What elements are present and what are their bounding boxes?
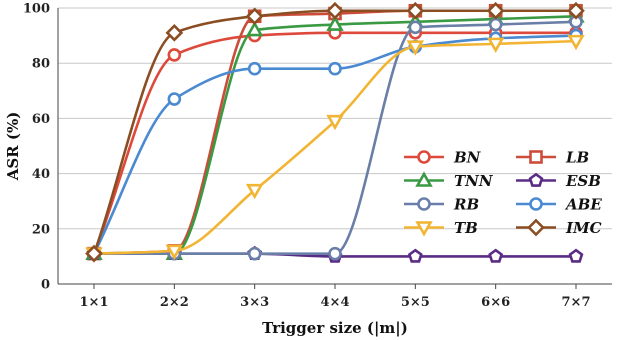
series-rb [87,14,583,261]
legend-label: TNN [454,172,494,190]
legend-label: RB [453,196,479,214]
data-point-imc [486,1,505,20]
data-point-tnn [326,15,344,31]
legend-marker [415,221,433,237]
y-tick-label: 40 [32,167,50,182]
x-axis-title: Trigger size (|m|) [262,319,408,337]
legend-label: LB [565,149,589,167]
data-point-imc [326,1,344,20]
legend-item-imc: IMC [516,218,602,237]
legend-label: ABE [564,196,602,214]
data-point-tb [406,40,425,56]
legend-item-tnn: TNN [404,171,494,190]
data-point-tb [165,244,184,261]
series-line-imc [92,9,576,255]
legend: BN LB TNN ESB RB ABE TB IMC [404,149,602,237]
data-point-tnn [245,20,264,37]
legend-marker [417,197,431,211]
legend-item-abe: ABE [516,196,602,214]
data-point-tb [567,34,585,51]
data-point-rb [488,17,503,32]
data-point-imc [567,1,585,20]
y-axis-ticks: 0 20 40 60 80 100 [23,2,50,293]
legend-marker [529,197,543,211]
x-tick-label: 3×3 [240,295,269,310]
data-point-rb [247,246,262,261]
legend-label: IMC [565,219,602,237]
series-line-tnn [94,14,577,255]
data-point-rb [328,246,342,261]
series-imc [85,1,585,263]
x-tick-label: 4×4 [321,295,350,310]
y-tick-label: 100 [23,2,50,17]
series-group [85,1,585,263]
legend-label: ESB [565,172,601,190]
legend-item-lb: LB [516,149,589,167]
data-point-tb [486,37,505,54]
legend-marker [529,150,543,164]
data-point-tb [245,183,264,200]
x-tick-label: 7×7 [562,295,591,310]
x-tick-label: 1×1 [80,295,109,310]
legend-marker [417,150,431,164]
data-point-esb [488,248,504,263]
data-point-rb [408,20,423,35]
series-abe [87,28,583,261]
y-axis-title: ASR (%) [4,112,22,182]
data-point-imc [85,244,103,263]
data-point-esb [407,248,423,263]
x-tick-label: 5×5 [401,295,430,310]
x-tick-label: 6×6 [481,295,510,310]
series-line-lb [93,9,576,255]
data-point-imc [406,1,425,20]
legend-item-esb: ESB [516,172,601,190]
legend-item-tb: TB [404,219,478,237]
data-point-abe [167,92,182,106]
data-point-imc [245,7,264,26]
data-point-abe [247,61,262,76]
y-tick-label: 0 [41,278,50,293]
data-point-bn [167,48,182,62]
x-axis-ticks: 1×1 2×2 3×3 4×4 5×5 6×6 7×7 [80,284,591,310]
y-tick-label: 80 [32,57,50,72]
legend-label: BN [453,149,482,167]
x-tick-label: 2×2 [160,295,189,310]
data-point-esb [568,248,584,263]
legend-marker [528,172,544,187]
series-line-rb [94,20,577,255]
y-tick-label: 60 [32,112,50,127]
data-point-tb [326,114,344,131]
legend-label: TB [454,219,478,237]
data-point-abe [328,61,342,76]
legend-marker [527,218,545,237]
series-tb [85,34,585,263]
data-point-imc [165,24,184,42]
legend-item-bn: BN [404,149,482,167]
legend-item-rb: RB [404,196,479,214]
y-tick-label: 20 [32,222,50,237]
legend-marker [415,171,433,187]
